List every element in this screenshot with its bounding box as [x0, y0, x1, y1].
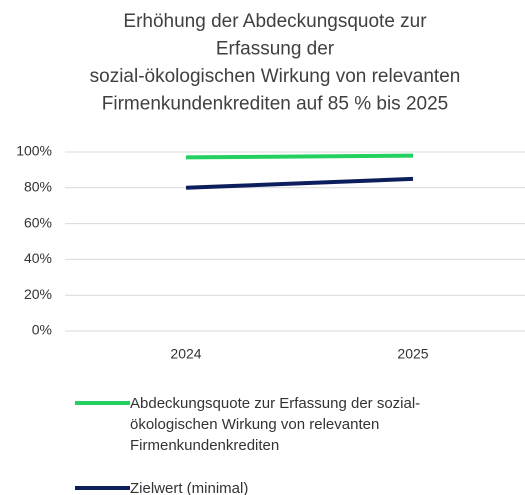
legend-entry: Zielwert (minimal): [75, 478, 515, 495]
chart-title: Firmenkundenkrediten auf 85 % bis 2025: [102, 94, 448, 115]
y-tick-label: 20%: [24, 286, 52, 302]
chart-title: Erhöhung der Abdeckungsquote zur: [123, 11, 427, 32]
chart-title: Erfassung der: [216, 39, 335, 60]
x-tick-label: 2024: [170, 346, 201, 362]
y-tick-label: 0%: [32, 322, 52, 338]
legend-label: Abdeckungsquote zur Erfassung der sozial…: [130, 395, 421, 454]
y-tick-label: 80%: [24, 179, 52, 195]
y-tick-label: 40%: [24, 250, 52, 266]
chart-title: sozial-ökologischen Wirkung von relevant…: [90, 66, 461, 87]
legend-swatch: [75, 486, 130, 490]
legend-swatch: [75, 401, 130, 405]
legend-entry: Abdeckungsquote zur Erfassung der sozial…: [75, 393, 515, 456]
legend-label: Zielwert (minimal): [130, 480, 249, 495]
y-tick-label: 100%: [16, 143, 52, 159]
x-tick-label: 2025: [397, 346, 428, 362]
series-line: [185, 176, 414, 190]
series-line: [185, 153, 414, 160]
y-tick-label: 60%: [24, 214, 52, 230]
